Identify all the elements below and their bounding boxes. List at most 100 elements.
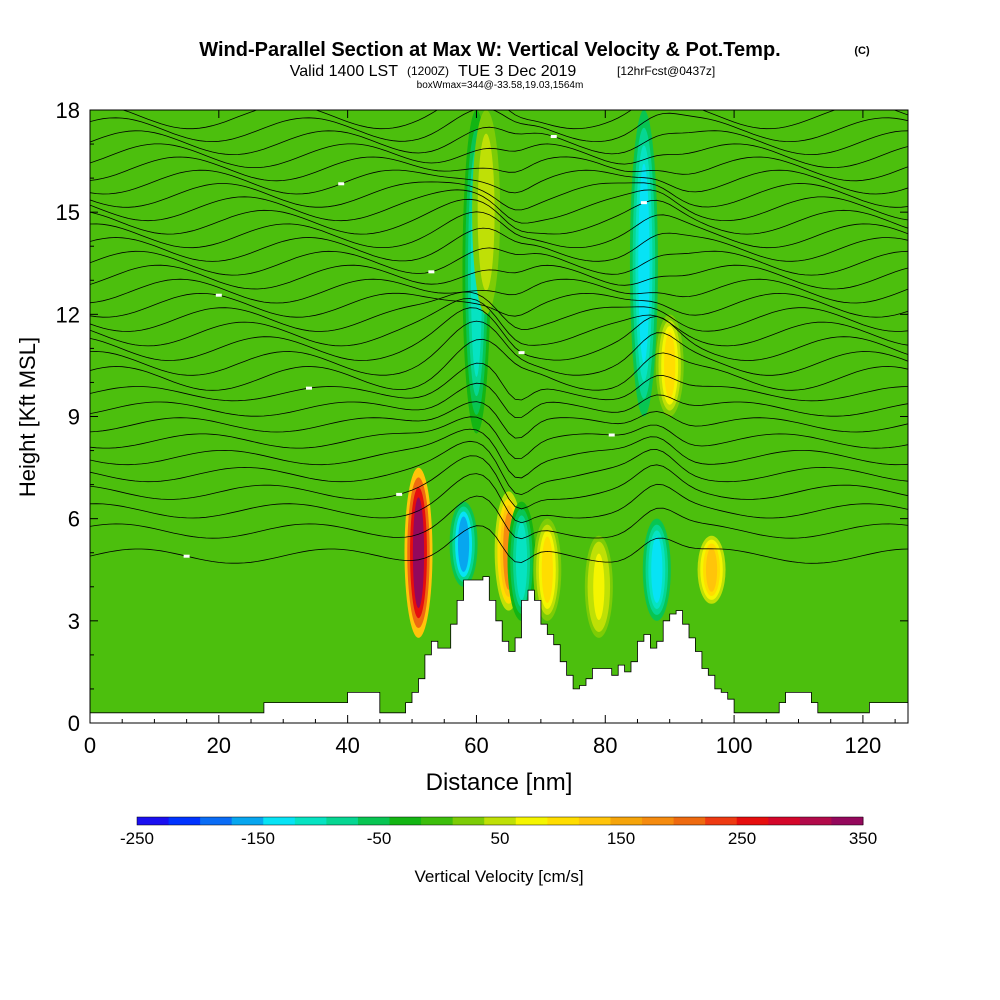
contour-label-marker — [183, 554, 190, 558]
theta-contour — [90, 143, 908, 169]
colorbar-label: Vertical Velocity [cm/s] — [414, 867, 583, 886]
x-tick-label: 40 — [335, 733, 359, 758]
colorbar-border — [136, 816, 864, 826]
theta-contour — [90, 169, 908, 195]
theta-contour — [90, 382, 908, 419]
plot-area — [90, 110, 908, 723]
colorbar-segment — [484, 817, 517, 825]
theta-contour — [90, 227, 908, 262]
contour-label-marker — [396, 492, 403, 496]
theta-contour — [90, 416, 908, 460]
velocity-band — [541, 536, 553, 603]
colorbar-segment — [389, 817, 422, 825]
colorbar-tick-label: -50 — [367, 829, 392, 848]
x-tick-label: 0 — [84, 733, 96, 758]
colorbar-segment — [736, 817, 769, 825]
contour-label-marker — [640, 201, 647, 205]
colorbar-segment — [200, 817, 233, 825]
subtitle-date: TUE 3 Dec 2019 — [458, 63, 576, 80]
velocity-feature — [533, 518, 562, 621]
x-tick-label: 20 — [207, 733, 231, 758]
colorbar-segment — [799, 817, 832, 825]
theta-contour — [90, 338, 908, 391]
velocity-feature — [584, 535, 613, 638]
colorbar-segment — [768, 817, 801, 825]
y-tick-label: 0 — [68, 711, 80, 736]
velocity-feature — [697, 535, 726, 604]
colorbar-segment — [421, 817, 454, 825]
x-axis: 0 20 40 60 80 100 120 — [84, 110, 896, 758]
theta-contour — [90, 428, 908, 479]
colorbar-tick-label: -150 — [241, 829, 275, 848]
theta-contour — [90, 525, 908, 564]
y-axis: 0 3 6 9 12 15 18 — [56, 98, 908, 736]
theta-contour — [90, 298, 908, 347]
y-tick-label: 15 — [56, 200, 80, 225]
contour-label-marker — [550, 135, 557, 139]
theta-contour — [90, 211, 908, 249]
colorbar-tick-label: 150 — [607, 829, 635, 848]
colorbar-segment — [452, 817, 485, 825]
colorbar-segment — [168, 817, 201, 825]
theta-contour — [90, 440, 908, 496]
contour-label-marker — [305, 386, 312, 390]
velocity-band — [457, 516, 470, 572]
theta-contours — [90, 110, 908, 564]
x-tick-label: 80 — [593, 733, 617, 758]
theta-contour — [90, 307, 908, 361]
theta-contour — [90, 495, 908, 540]
y-tick-label: 18 — [56, 98, 80, 123]
theta-contour — [90, 264, 908, 290]
theta-contour — [90, 189, 908, 224]
contour-label-marker — [338, 182, 345, 186]
colorbar-segment — [137, 817, 170, 825]
colorbar-segment — [357, 817, 391, 825]
colorbar-segment — [547, 817, 580, 825]
subtitle-utc: (1200Z) — [407, 64, 449, 78]
box-max-note: boxWmax=344@-33.58,19.03,1564m — [417, 80, 584, 91]
velocity-feature — [655, 314, 684, 417]
colorbar-tick-label: -250 — [120, 829, 154, 848]
theta-contour — [90, 401, 908, 439]
colorbar-segment — [642, 817, 675, 825]
subtitle: Valid 1400 LST (1200Z) TUE 3 Dec 2019 [1… — [290, 63, 715, 80]
theta-contour — [90, 473, 908, 524]
theta-contour — [90, 247, 908, 276]
y-tick-label: 3 — [68, 609, 80, 634]
colorbar-segment — [294, 817, 327, 825]
theta-contour — [90, 320, 908, 376]
velocity-feature — [472, 110, 501, 315]
colorbar-tick-label: 250 — [728, 829, 756, 848]
colorbar-segment — [326, 817, 359, 825]
velocity-feature — [449, 501, 478, 587]
theta-contour — [90, 362, 908, 402]
contour-label-marker — [215, 293, 222, 297]
velocity-band — [593, 553, 605, 620]
colorbar — [136, 816, 864, 826]
theta-contour — [90, 181, 908, 211]
title-mark: (C) — [854, 45, 870, 57]
theta-contour — [90, 198, 908, 235]
contour-label-marker — [518, 351, 525, 355]
velocity-band — [515, 522, 528, 600]
colorbar-segment — [515, 817, 548, 825]
y-tick-label: 12 — [56, 302, 80, 327]
theta-contour — [90, 278, 908, 304]
theta-contour — [90, 126, 908, 156]
colorbar-segment — [673, 817, 706, 825]
theta-contour — [121, 110, 908, 130]
theta-contour — [90, 156, 908, 182]
velocity-feature — [404, 467, 433, 638]
theta-contour — [90, 292, 908, 318]
y-tick-label: 6 — [68, 507, 80, 532]
velocity-feature — [642, 518, 671, 621]
subtitle-valid: Valid 1400 LST — [290, 63, 398, 80]
x-tick-label: 120 — [845, 733, 882, 758]
colorbar-segment — [610, 817, 643, 825]
x-tick-label: 100 — [716, 733, 753, 758]
velocity-band — [705, 547, 718, 592]
y-tick-label: 9 — [68, 405, 80, 430]
velocity-band — [664, 332, 676, 399]
x-tick-label: 60 — [464, 733, 488, 758]
